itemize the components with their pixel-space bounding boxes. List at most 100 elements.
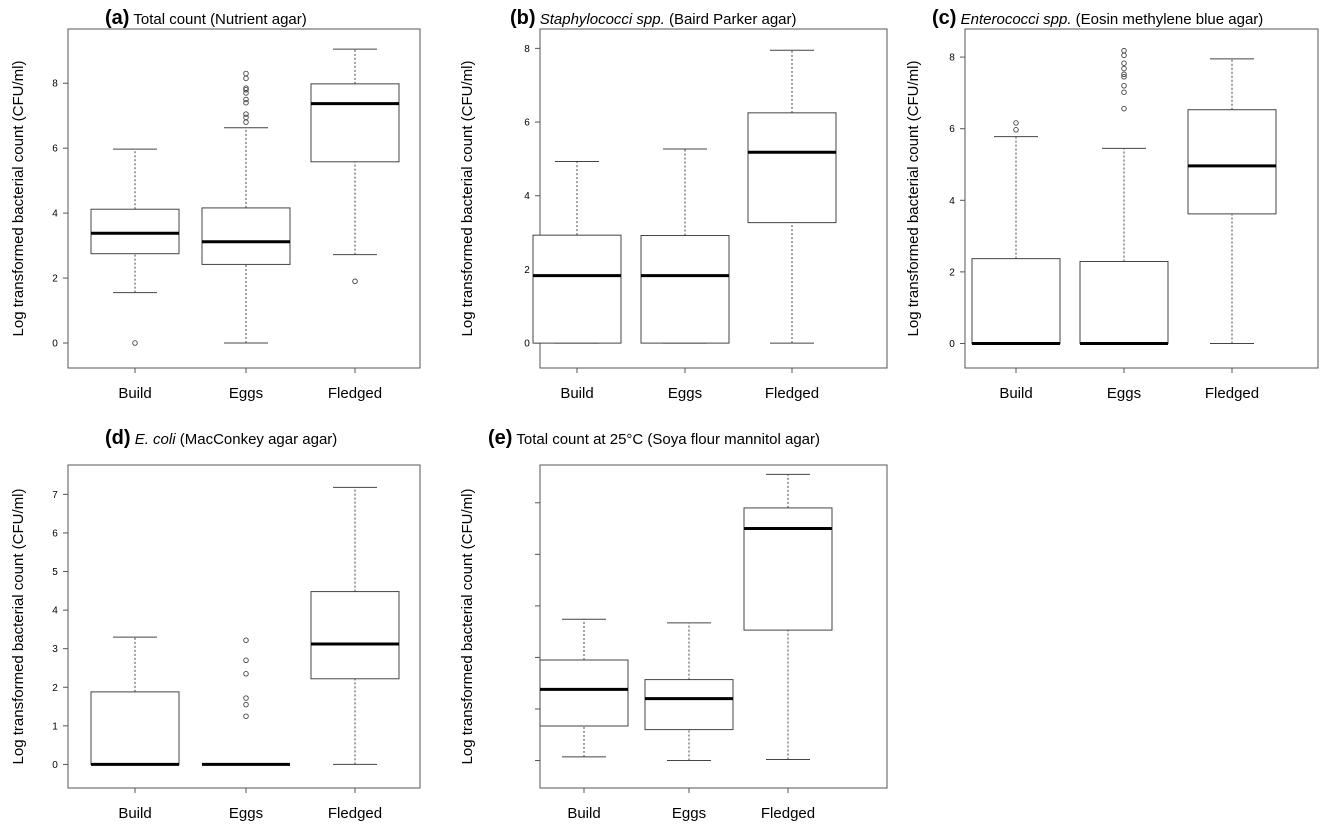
outlier-point — [243, 657, 249, 664]
box-fledged: Fledged — [310, 48, 400, 402]
box-fledged: Fledged — [743, 473, 833, 822]
y-tick-label: 8 — [524, 44, 530, 55]
iqr-box — [539, 659, 629, 727]
iqr-box — [747, 112, 837, 224]
iqr-box — [1187, 109, 1277, 215]
x-tick-label: Eggs — [672, 805, 706, 822]
iqr-box — [310, 591, 400, 680]
y-tick-label: 6 — [52, 528, 58, 539]
x-tick-label: Eggs — [1107, 385, 1141, 402]
iqr-box — [90, 691, 180, 765]
panel-title-part: (Baird Parker agar) — [665, 11, 797, 28]
outlier-point — [243, 114, 249, 121]
panel-title-part: (MacConkey agar agar) — [176, 431, 338, 448]
iqr-box — [90, 208, 180, 255]
y-axis-label: Log transformed bacterial count (CFU/ml) — [459, 61, 476, 337]
y-axis-label: Log transformed bacterial count (CFU/ml) — [10, 489, 27, 765]
y-tick-label: 6 — [949, 124, 955, 135]
outlier-point — [243, 111, 249, 117]
plot-frame — [67, 464, 421, 789]
x-tick-label: Build — [118, 805, 151, 822]
box-build: Build — [90, 636, 180, 822]
x-tick-label: Fledged — [1205, 385, 1259, 402]
box-fledged: Fledged — [310, 486, 400, 822]
box-fledged: Fledged — [747, 49, 837, 402]
y-tick-label: 8 — [949, 53, 955, 64]
panel-title-part: E. coli — [131, 431, 177, 448]
x-tick-label: Build — [999, 385, 1032, 402]
outlier-point — [243, 86, 249, 93]
y-axis-label: Log transformed bacterial count (CFU/ml) — [459, 489, 476, 765]
x-tick-label: Fledged — [328, 805, 382, 822]
outlier-point — [243, 695, 249, 701]
plot-frame — [539, 28, 888, 369]
panel-letter: (c) — [932, 7, 956, 29]
panel-title-part: (Eosin methylene blue agar) — [1072, 11, 1264, 28]
chart-panel-c: (c) Enterococci spp. (Eosin methylene bl… — [905, 7, 1319, 402]
box-build: Build — [90, 148, 180, 402]
iqr-box — [640, 235, 730, 344]
x-tick-label: Eggs — [229, 385, 263, 402]
y-tick-label: 5 — [52, 567, 58, 578]
box-fledged: Fledged — [1187, 58, 1277, 402]
outlier-point — [1013, 120, 1019, 126]
x-tick-label: Eggs — [229, 805, 263, 822]
panel-letter: (b) — [510, 7, 536, 29]
x-tick-label: Eggs — [668, 385, 702, 402]
y-tick-label: 4 — [52, 209, 58, 220]
panel-title: (e) Total count at 25°C (Soya flour mann… — [488, 427, 820, 449]
y-tick-label: 3 — [52, 644, 58, 655]
panel-letter: (d) — [105, 427, 131, 449]
outlier-point — [1121, 71, 1127, 78]
x-tick-label: Fledged — [328, 385, 382, 402]
outlier-point — [352, 278, 358, 285]
iqr-box — [644, 679, 734, 731]
box-eggs: Eggs — [640, 148, 730, 402]
x-tick-label: Build — [560, 385, 593, 402]
iqr-box — [971, 258, 1061, 344]
iqr-box — [1079, 261, 1169, 344]
iqr-box — [310, 83, 400, 163]
y-tick-label: 0 — [52, 760, 58, 771]
y-tick-label: 0 — [949, 339, 955, 350]
y-tick-label: 1 — [52, 721, 58, 732]
outlier-point — [1121, 60, 1127, 66]
panel-title: (b) Staphylococci spp. (Baird Parker aga… — [510, 7, 797, 29]
y-tick-label: 6 — [52, 144, 58, 155]
x-tick-label: Build — [567, 805, 600, 822]
plot-frame — [964, 28, 1319, 369]
box-build: Build — [532, 160, 622, 402]
y-tick-label: 6 — [524, 118, 530, 129]
y-axis-label: Log transformed bacterial count (CFU/ml) — [10, 61, 27, 337]
panel-title: (d) E. coli (MacConkey agar agar) — [105, 427, 337, 449]
chart-panel-d: (d) E. coli (MacConkey agar agar) Log tra… — [10, 427, 421, 822]
outlier-point — [1121, 52, 1127, 59]
outlier-point — [243, 119, 249, 125]
outlier-point — [243, 99, 249, 106]
chart-panel-b: (b) Staphylococci spp. (Baird Parker aga… — [459, 7, 888, 402]
y-tick-label: 2 — [524, 265, 530, 276]
x-tick-label: Fledged — [765, 385, 819, 402]
panel-title-part: Total count (Nutrient agar) — [129, 11, 306, 28]
outlier-point — [1121, 89, 1127, 95]
outlier-point — [243, 701, 249, 708]
chart-panel-e: (e) Total count at 25°C (Soya flour mann… — [459, 427, 888, 822]
outlier-point — [132, 340, 138, 346]
box-eggs: Eggs — [1079, 47, 1169, 402]
y-tick-label: 4 — [52, 606, 58, 617]
box-build: Build — [539, 618, 629, 822]
panel-letter: (a) — [105, 7, 129, 29]
x-tick-label: Build — [118, 385, 151, 402]
panel-title: (c) Enterococci spp. (Eosin methylene bl… — [932, 7, 1263, 29]
outlier-point — [1121, 47, 1127, 54]
y-axis-label: Log transformed bacterial count (CFU/ml) — [905, 61, 922, 337]
outlier-point — [1121, 82, 1127, 89]
outlier-point — [243, 85, 249, 91]
box-eggs: Eggs — [201, 70, 291, 402]
outlier-point — [243, 637, 249, 643]
plot-frame — [67, 28, 421, 369]
y-tick-label: 7 — [52, 490, 58, 501]
outlier-point — [243, 671, 249, 677]
y-tick-label: 0 — [524, 339, 530, 350]
